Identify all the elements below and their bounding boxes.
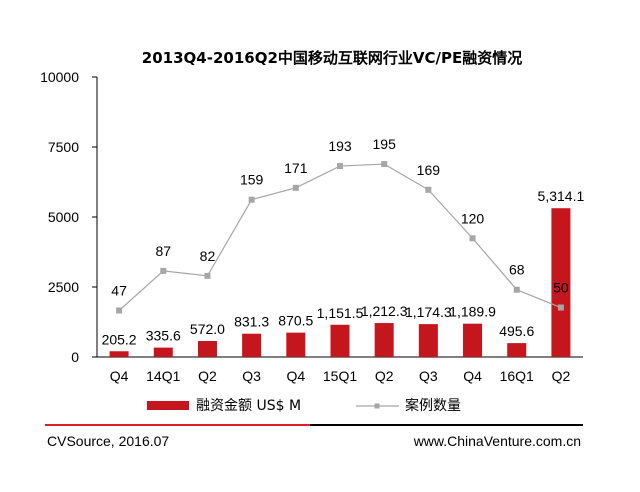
case-count-data-label: 159: [240, 172, 264, 188]
case-count-data-labels: 47 87 82 159 171 193 195 169 120 68 50: [111, 136, 569, 298]
case-count-marker: [381, 161, 388, 168]
bar-data-label: 205.2: [102, 331, 137, 347]
case-count-data-label: 50: [553, 280, 569, 296]
case-count-data-label: 87: [155, 243, 171, 259]
case-count-data-label: 171: [284, 160, 308, 176]
bar: [463, 323, 483, 357]
bar-data-label: 1,212.3: [361, 303, 408, 319]
bar: [418, 324, 438, 357]
bar: [242, 333, 262, 357]
case-count-marker: [160, 267, 167, 274]
bar: [507, 343, 527, 357]
bar-data-label: 1,174.3: [405, 304, 452, 320]
x-tick-label: Q4: [110, 368, 129, 384]
bar-series: [109, 208, 571, 357]
y-tick-label: 2500: [48, 279, 79, 295]
bar: [551, 208, 571, 357]
y-axis: 0 2500 5000 7500 10000: [40, 69, 98, 365]
y-tick-label: 7500: [48, 139, 79, 155]
case-count-marker: [292, 184, 299, 191]
legend-label-amount: 融资金额 US$ M: [196, 398, 301, 414]
footer-source: CVSource, 2016.07: [47, 433, 169, 449]
bar: [109, 351, 129, 357]
bar-data-label: 335.6: [146, 328, 181, 344]
x-tick-label: Q3: [242, 368, 261, 384]
bar-data-label: 572.0: [190, 321, 225, 337]
x-tick-label: 14Q1: [146, 368, 180, 384]
case-count-marker: [337, 163, 343, 170]
x-tick-label: Q4: [463, 368, 482, 384]
case-count-marker: [469, 235, 476, 242]
case-count-marker: [557, 304, 564, 311]
footer: CVSource, 2016.07 www.ChinaVenture.com.c…: [45, 424, 583, 449]
bar-data-label: 495.6: [499, 323, 534, 339]
legend-swatch-amount: [147, 401, 189, 410]
chart-title: 2013Q4-2016Q2中国移动互联网行业VC/PE融资情况: [142, 49, 522, 67]
bar: [330, 324, 350, 357]
bar: [374, 323, 394, 357]
bar-data-labels: 205.2 335.6 572.0 831.3 870.5 1,151.51,212.31…: [102, 188, 585, 347]
case-count-marker: [425, 186, 432, 193]
case-count-data-label: 47: [111, 282, 127, 298]
case-count-marker: [248, 196, 255, 203]
case-count-line: [118, 163, 562, 311]
case-count-series: [116, 161, 564, 314]
x-tick-label: Q4: [286, 368, 305, 384]
bar-data-label: 870.5: [278, 313, 313, 329]
bar: [286, 332, 306, 357]
legend: 融资金额 US$ M 案例数量: [147, 397, 461, 414]
x-tick-labels: Q4 14Q1 Q2 Q3 Q4 15Q1 Q2 Q3 Q4 16Q1 Q2: [110, 368, 571, 384]
x-tick-label: Q2: [552, 368, 571, 384]
bar-data-label: 831.3: [234, 314, 269, 330]
case-count-data-label: 169: [417, 162, 441, 178]
y-tick-label: 10000: [40, 69, 79, 85]
bar-data-label: 5,314.1: [538, 188, 585, 204]
x-tick-label: Q2: [375, 368, 394, 384]
legend-label-count: 案例数量: [405, 397, 461, 414]
case-count-data-label: 195: [373, 136, 397, 152]
bar: [153, 347, 173, 357]
legend-swatch-count-marker: [374, 403, 380, 409]
bar: [197, 340, 217, 357]
case-count-marker: [513, 286, 520, 293]
case-count-data-label: 120: [461, 210, 485, 226]
bar-data-label: 1,151.5: [317, 305, 364, 321]
y-tick-label: 5000: [48, 209, 79, 225]
footer-website: www.ChinaVenture.com.cn: [413, 433, 581, 449]
case-count-marker: [204, 272, 211, 279]
x-tick-label: 16Q1: [500, 368, 534, 384]
y-tick-label: 0: [71, 349, 79, 365]
case-count-marker: [116, 307, 123, 314]
case-count-data-label: 68: [509, 262, 525, 278]
case-count-data-label: 193: [328, 138, 352, 154]
bar-data-label: 1,189.9: [449, 304, 496, 320]
x-tick-label: Q2: [198, 368, 217, 384]
x-tick-label: Q3: [419, 368, 438, 384]
x-tick-label: 15Q1: [323, 368, 357, 384]
case-count-data-label: 82: [200, 248, 216, 264]
